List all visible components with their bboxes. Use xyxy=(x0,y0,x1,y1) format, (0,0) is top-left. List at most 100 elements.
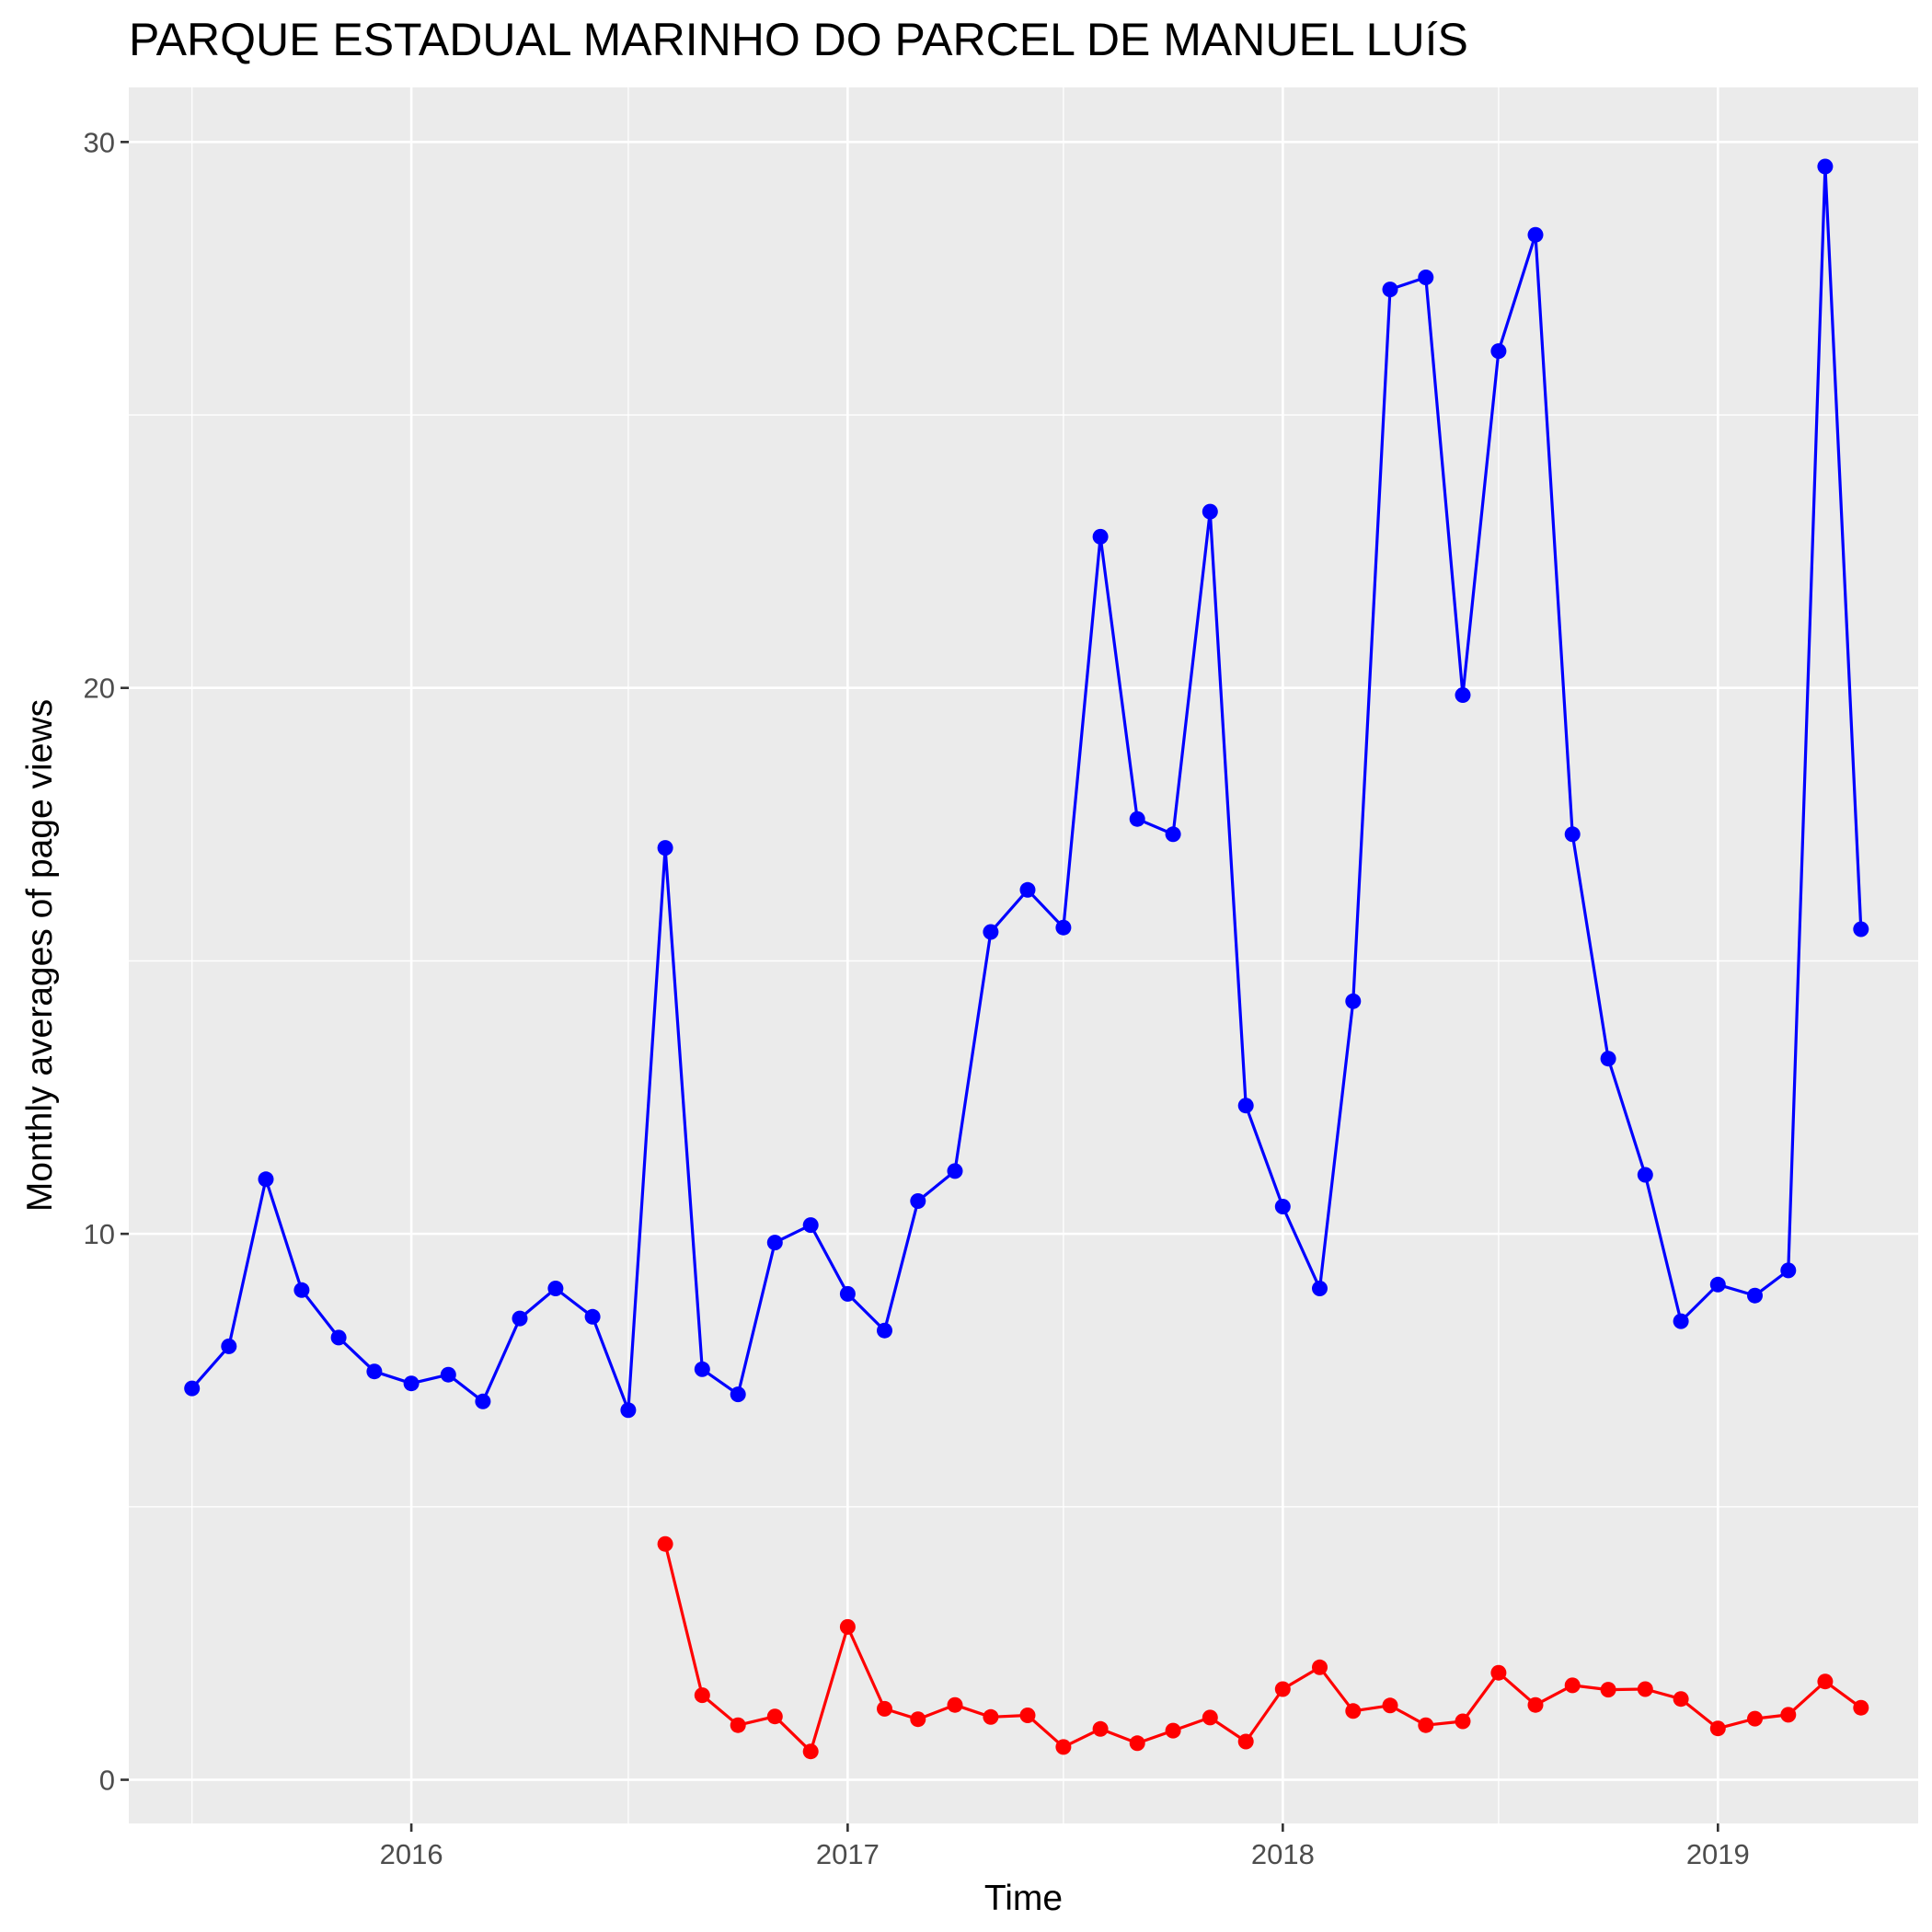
data-point xyxy=(258,1171,274,1188)
data-point xyxy=(184,1380,201,1397)
data-point xyxy=(1019,881,1036,898)
data-point xyxy=(1055,1739,1072,1755)
data-point xyxy=(1747,1287,1763,1304)
data-point xyxy=(1709,1720,1726,1737)
data-point xyxy=(1237,1733,1254,1750)
data-point xyxy=(839,1618,856,1635)
data-point xyxy=(1312,1281,1328,1296)
data-point xyxy=(1637,1167,1653,1183)
minor-gridlines xyxy=(129,87,1918,1823)
data-point xyxy=(440,1366,456,1383)
data-point xyxy=(1202,1709,1218,1726)
data-point xyxy=(983,1708,999,1725)
series-2 xyxy=(657,1535,1869,1760)
data-point xyxy=(1747,1710,1763,1727)
data-point xyxy=(730,1717,746,1733)
data-point xyxy=(1853,921,1869,937)
data-point xyxy=(1092,528,1109,545)
data-point xyxy=(330,1329,347,1346)
data-point xyxy=(1382,282,1398,298)
y-tick-label: 10 xyxy=(84,1218,115,1250)
data-point xyxy=(910,1711,926,1728)
data-point xyxy=(547,1281,564,1296)
series-layer xyxy=(184,158,1869,1760)
data-point xyxy=(1527,226,1544,243)
data-point xyxy=(584,1308,601,1325)
data-point xyxy=(1673,1313,1689,1329)
data-point xyxy=(657,1535,673,1552)
data-point xyxy=(947,1696,963,1713)
data-point xyxy=(620,1402,637,1419)
chart-title: PARQUE ESTADUAL MARINHO DO PARCEL DE MAN… xyxy=(129,14,1468,65)
data-point xyxy=(1780,1707,1797,1723)
data-point xyxy=(877,1700,892,1717)
y-tick-label: 30 xyxy=(84,126,115,158)
data-point xyxy=(1418,270,1434,285)
data-point xyxy=(293,1282,310,1298)
y-tick-label: 20 xyxy=(84,673,115,705)
data-point xyxy=(802,1743,819,1760)
data-point xyxy=(1345,993,1362,1009)
data-point xyxy=(657,840,673,857)
series-line xyxy=(663,1543,1862,1754)
data-point xyxy=(766,1235,783,1251)
data-point xyxy=(877,1322,892,1339)
data-point xyxy=(1673,1691,1689,1708)
data-point xyxy=(1092,1720,1109,1737)
data-point xyxy=(1853,1699,1869,1716)
data-point xyxy=(1637,1681,1653,1697)
data-point xyxy=(1129,811,1145,827)
data-point xyxy=(802,1217,819,1234)
data-point xyxy=(694,1361,710,1377)
data-point xyxy=(947,1163,963,1179)
data-point xyxy=(1055,919,1072,936)
data-point xyxy=(1202,503,1218,520)
data-point xyxy=(1817,158,1834,175)
data-point xyxy=(1564,826,1581,843)
data-point xyxy=(1455,687,1471,703)
data-point xyxy=(1237,1098,1254,1114)
data-point xyxy=(1780,1262,1797,1279)
x-tick-label: 2017 xyxy=(816,1838,880,1870)
y-tick-label: 0 xyxy=(99,1765,115,1797)
data-point xyxy=(475,1393,491,1409)
data-point xyxy=(910,1193,926,1209)
data-point xyxy=(1600,1051,1616,1067)
data-point xyxy=(1709,1276,1726,1293)
x-axis-title: Time xyxy=(984,1879,1063,1918)
data-point xyxy=(1165,826,1181,843)
data-point xyxy=(1527,1696,1544,1713)
data-point xyxy=(1418,1717,1434,1733)
data-point xyxy=(1490,343,1507,360)
data-point xyxy=(1455,1713,1471,1730)
data-point xyxy=(766,1708,783,1725)
data-point xyxy=(1165,1722,1181,1739)
data-point xyxy=(839,1285,856,1302)
major-gridlines xyxy=(129,87,1918,1823)
data-point xyxy=(1312,1659,1328,1675)
data-point xyxy=(1274,1199,1291,1214)
data-point xyxy=(730,1386,746,1403)
x-tick-label: 2019 xyxy=(1686,1838,1750,1870)
data-point xyxy=(1345,1703,1362,1719)
data-point xyxy=(366,1363,383,1380)
y-axis-title: Monthly averages of page views xyxy=(20,699,60,1212)
data-point xyxy=(1564,1677,1581,1694)
x-tick-label: 2016 xyxy=(380,1838,443,1870)
plot-background xyxy=(129,87,1918,1823)
data-point xyxy=(1274,1681,1291,1697)
data-point xyxy=(1019,1708,1036,1723)
data-point xyxy=(1817,1673,1834,1690)
data-point xyxy=(1490,1664,1507,1681)
data-point xyxy=(403,1375,420,1392)
data-point xyxy=(1129,1735,1145,1752)
axes: 0 10 20 30 2016 2017 2018 2019 xyxy=(84,126,1750,1870)
x-tick-label: 2018 xyxy=(1251,1838,1315,1870)
data-point xyxy=(983,924,999,940)
series-1 xyxy=(184,158,1869,1419)
data-point xyxy=(694,1687,710,1704)
data-point xyxy=(512,1310,528,1327)
data-point xyxy=(221,1338,237,1354)
data-point xyxy=(1600,1682,1616,1698)
